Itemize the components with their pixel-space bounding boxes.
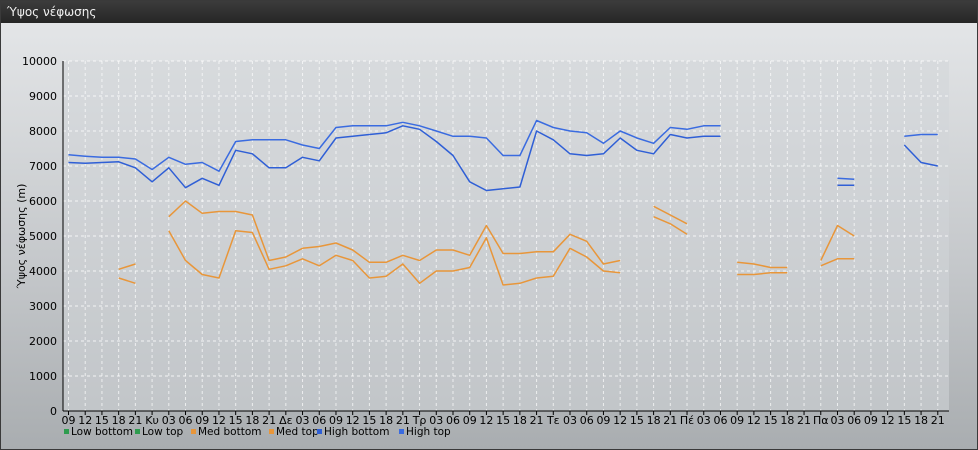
x-tick-label: 03 (162, 414, 176, 427)
x-tick-label: 21 (262, 414, 276, 427)
y-tick-label: 9000 (29, 90, 57, 103)
x-tick-label: Κυ (145, 414, 159, 427)
x-tick-label: 03 (563, 414, 577, 427)
x-tick-label: 09 (463, 414, 477, 427)
legend-swatch (64, 429, 69, 434)
x-tick-label: 15 (229, 414, 243, 427)
y-tick-label: 7000 (29, 160, 57, 173)
x-tick-label: 06 (847, 414, 861, 427)
x-tick-label: 09 (596, 414, 610, 427)
x-tick-label: 09 (329, 414, 343, 427)
legend-entry-high-bottom: High bottom (324, 426, 389, 438)
chart-title-bar: Ύψος νέφωσης (1, 1, 977, 23)
legend-swatch (135, 429, 140, 434)
x-tick-label: 06 (179, 414, 193, 427)
x-tick-label: 21 (663, 414, 677, 427)
x-tick-label: 21 (396, 414, 410, 427)
y-tick-label: 2000 (29, 335, 57, 348)
x-tick-label: 21 (797, 414, 811, 427)
cloud-height-chart: 0 1000 2000 3000 4000 5000 6000 7000 8000 9000 100… (15, 55, 949, 438)
legend-entry-low-bottom: Low bottom (71, 426, 133, 438)
y-tick-label: 0 (50, 405, 57, 418)
y-tick-label: 10000 (22, 55, 57, 68)
x-tick-label: 12 (212, 414, 226, 427)
x-tick-label: 21 (931, 414, 945, 427)
x-tick-label: 18 (245, 414, 259, 427)
x-tick-label: 09 (730, 414, 744, 427)
x-tick-label: 03 (830, 414, 844, 427)
x-tick-label: Πέ (680, 414, 694, 427)
legend-swatch (269, 429, 274, 434)
x-tick-label: 15 (95, 414, 109, 427)
x-tick-label: 09 (62, 414, 76, 427)
x-tick-label: 12 (747, 414, 761, 427)
legend-swatch (191, 429, 196, 434)
x-tick-label: 18 (112, 414, 126, 427)
x-tick-label: 21 (128, 414, 142, 427)
x-tick-label: Δε (279, 414, 293, 427)
x-tick-label: 15 (496, 414, 510, 427)
legend-swatch (317, 429, 322, 434)
x-tick-label: 12 (346, 414, 360, 427)
y-tick-label: 1000 (29, 370, 57, 383)
x-tick-label: 06 (446, 414, 460, 427)
series-line-high-bottom (68, 125, 938, 192)
legend-entry-med-top: Med top (276, 426, 319, 438)
x-tick-label: 03 (697, 414, 711, 427)
x-tick-label: 18 (914, 414, 928, 427)
legend-swatch (399, 429, 404, 434)
legend-entry-high-top: High top (406, 426, 451, 438)
x-tick-label: 18 (513, 414, 527, 427)
x-tick-label: 15 (764, 414, 778, 427)
x-tick-label: Τε (546, 414, 560, 427)
x-tick-label: 21 (530, 414, 544, 427)
x-tick-label: 18 (780, 414, 794, 427)
legend-entry-med-bottom: Med bottom (198, 426, 262, 438)
y-axis-title: Ύψος νέφωσης (m) (15, 184, 28, 290)
x-tick-label: 03 (429, 414, 443, 427)
y-tick-label: 3000 (29, 300, 57, 313)
x-tick-label: 18 (379, 414, 393, 427)
x-tick-label: 15 (897, 414, 911, 427)
x-tick-label: 12 (881, 414, 895, 427)
y-tick-label: 5000 (29, 230, 57, 243)
x-tick-label: Τρ (412, 414, 427, 427)
series-line-med-bottom (118, 216, 855, 286)
x-tick-label: 15 (362, 414, 376, 427)
x-tick-label: 06 (580, 414, 594, 427)
x-tick-label: 09 (864, 414, 878, 427)
x-tick-label: 12 (479, 414, 493, 427)
x-tick-label: 15 (630, 414, 644, 427)
x-tick-label: 12 (613, 414, 627, 427)
x-tick-label: 03 (296, 414, 310, 427)
legend-entry-low-top: Low top (142, 426, 184, 438)
x-tick-label: 18 (647, 414, 661, 427)
series-line-high-top (68, 119, 938, 181)
x-tick-label: 09 (195, 414, 209, 427)
window-title: Ύψος νέφωσης (7, 5, 97, 19)
y-tick-label: 4000 (29, 265, 57, 278)
x-tick-label: 12 (78, 414, 92, 427)
y-tick-label: 6000 (29, 195, 57, 208)
y-tick-label: 8000 (29, 125, 57, 138)
x-tick-label: 06 (713, 414, 727, 427)
x-tick-label: 06 (312, 414, 326, 427)
x-tick-label: Πα (813, 414, 829, 427)
series-line-med-top (118, 200, 855, 271)
